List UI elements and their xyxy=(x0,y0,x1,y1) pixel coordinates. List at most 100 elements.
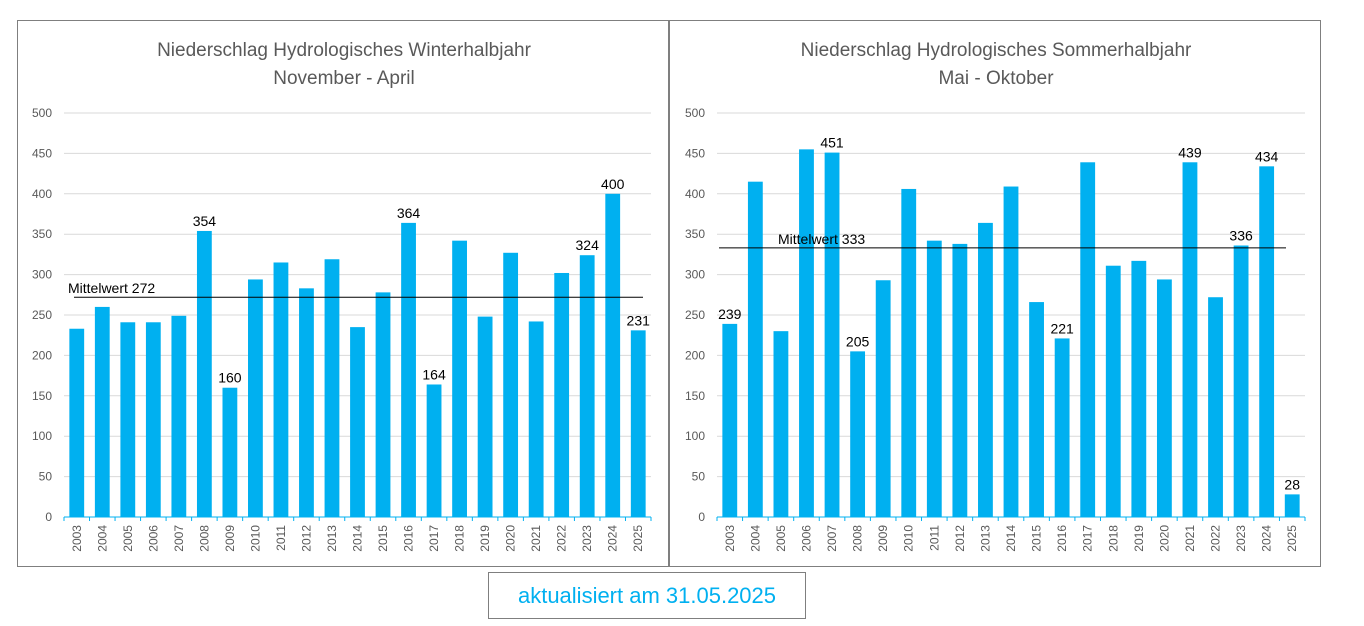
x-tick-label: 2003 xyxy=(70,525,84,552)
x-tick-label: 2017 xyxy=(1081,525,1095,552)
x-tick-label: 2018 xyxy=(1106,525,1120,552)
x-tick-label: 2022 xyxy=(1209,525,1223,552)
x-tick-label: 2006 xyxy=(146,525,160,552)
data-label-2009: 160 xyxy=(218,370,242,386)
y-tick-label: 200 xyxy=(32,348,52,362)
update-note-box: aktualisiert am 31.05.2025 xyxy=(488,572,806,619)
bar-2012 xyxy=(299,288,314,517)
x-tick-label: 2014 xyxy=(351,525,365,552)
x-tick-label: 2024 xyxy=(1260,525,1274,552)
bar-2023 xyxy=(1233,245,1249,517)
bar-2015 xyxy=(375,292,391,517)
data-label-2025: 28 xyxy=(1284,476,1300,492)
y-tick-label: 100 xyxy=(32,429,52,443)
x-tick-label: 2011 xyxy=(927,525,941,551)
x-tick-label: 2016 xyxy=(402,525,416,552)
data-label-2024: 400 xyxy=(601,176,625,192)
data-label-2016: 221 xyxy=(1050,320,1074,336)
y-tick-label: 400 xyxy=(32,187,52,201)
chart-summer-svg: Niederschlag Hydrologisches Sommerhalbja… xyxy=(685,40,1306,552)
x-tick-label: 2021 xyxy=(1183,525,1197,552)
x-tick-label: 2010 xyxy=(248,525,262,552)
y-tick-label: 200 xyxy=(685,348,705,362)
bar-2003 xyxy=(722,323,738,517)
chart-title: Niederschlag Hydrologisches Winterhalbja… xyxy=(157,40,532,61)
bar-2023 xyxy=(579,255,595,517)
bar-2018 xyxy=(452,240,467,517)
data-label-2003: 239 xyxy=(718,306,742,322)
bar-2019 xyxy=(1131,260,1147,517)
chart-subtitle: November - April xyxy=(273,68,415,89)
bar-2022 xyxy=(1208,297,1223,517)
bar-2021 xyxy=(1182,162,1198,517)
bar-2015 xyxy=(1029,302,1044,517)
x-tick-label: 2011 xyxy=(274,525,288,551)
x-tick-label: 2019 xyxy=(1132,525,1146,552)
y-tick-label: 500 xyxy=(32,106,52,120)
bar-2008 xyxy=(850,351,866,517)
y-tick-label: 0 xyxy=(698,510,705,524)
x-tick-label: 2019 xyxy=(478,525,492,552)
bar-2021 xyxy=(528,321,544,517)
y-tick-label: 450 xyxy=(32,146,52,160)
bar-2013 xyxy=(978,222,993,517)
bar-2004 xyxy=(94,306,110,517)
data-label-2021: 439 xyxy=(1178,144,1202,160)
y-tick-label: 300 xyxy=(32,268,52,282)
chart-title: Niederschlag Hydrologisches Sommerhalbja… xyxy=(801,40,1192,61)
x-tick-label: 2016 xyxy=(1055,525,1069,552)
bar-2008 xyxy=(196,230,212,517)
bar-2013 xyxy=(324,259,340,517)
chart-summer: Niederschlag Hydrologisches Sommerhalbja… xyxy=(669,20,1321,567)
y-tick-label: 250 xyxy=(32,308,52,322)
x-tick-label: 2004 xyxy=(95,525,109,552)
x-tick-label: 2008 xyxy=(851,525,865,552)
data-label-2008: 205 xyxy=(846,333,870,349)
data-label-2008: 354 xyxy=(193,213,217,229)
update-note: aktualisiert am 31.05.2025 xyxy=(517,582,777,608)
x-tick-label: 2014 xyxy=(1004,525,1018,552)
y-tick-label: 150 xyxy=(685,389,705,403)
x-tick-label: 2020 xyxy=(504,525,518,552)
x-tick-label: 2008 xyxy=(197,525,211,552)
x-tick-label: 2012 xyxy=(299,525,313,552)
data-label-2024: 434 xyxy=(1255,148,1279,164)
x-tick-label: 2007 xyxy=(825,525,839,552)
bar-2012 xyxy=(952,243,968,517)
bar-2009 xyxy=(222,387,238,517)
bar-2006 xyxy=(145,322,161,517)
bar-2025 xyxy=(630,330,646,517)
bar-2011 xyxy=(273,262,289,517)
x-tick-label: 2012 xyxy=(953,525,967,552)
y-tick-label: 150 xyxy=(32,389,52,403)
y-tick-label: 400 xyxy=(685,187,705,201)
x-tick-label: 2025 xyxy=(631,525,645,552)
x-tick-label: 2015 xyxy=(376,525,390,552)
x-tick-label: 2015 xyxy=(1030,525,1044,552)
bar-2020 xyxy=(503,252,519,517)
x-tick-label: 2025 xyxy=(1285,525,1299,552)
bar-2019 xyxy=(477,316,493,517)
x-tick-label: 2022 xyxy=(555,525,569,552)
bar-2016 xyxy=(1054,338,1070,517)
y-tick-label: 300 xyxy=(685,268,705,282)
x-tick-label: 2006 xyxy=(799,525,813,552)
x-tick-label: 2023 xyxy=(1234,525,1248,552)
bar-2018 xyxy=(1105,265,1121,517)
x-tick-label: 2017 xyxy=(427,525,441,552)
x-tick-label: 2013 xyxy=(978,525,992,552)
y-tick-label: 50 xyxy=(39,470,53,484)
x-tick-label: 2021 xyxy=(529,525,543,552)
data-label-2023: 324 xyxy=(576,237,600,253)
bar-2005 xyxy=(120,322,136,517)
y-tick-label: 500 xyxy=(685,106,705,120)
bar-2007 xyxy=(171,315,187,517)
x-tick-label: 2010 xyxy=(902,525,916,552)
y-tick-label: 350 xyxy=(32,227,52,241)
x-tick-label: 2023 xyxy=(580,525,594,552)
bar-2025 xyxy=(1284,494,1300,517)
bar-2017 xyxy=(1080,162,1096,517)
bar-2020 xyxy=(1156,279,1172,517)
x-tick-label: 2004 xyxy=(748,525,762,552)
chart-subtitle: Mai - Oktober xyxy=(938,68,1054,89)
